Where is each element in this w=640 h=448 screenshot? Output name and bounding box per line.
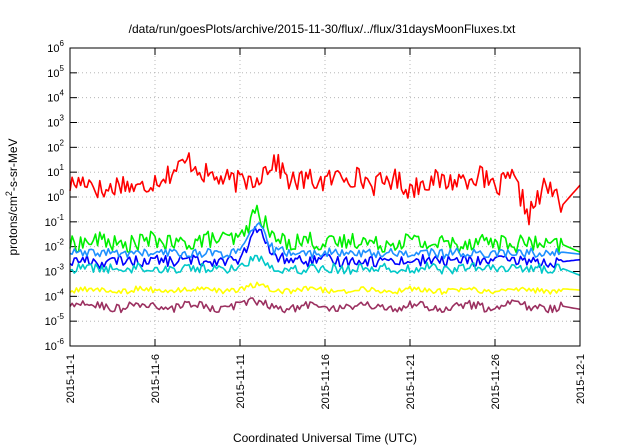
x-axis-label: Coordinated Universal Time (UTC) xyxy=(233,431,417,445)
series-line xyxy=(69,226,581,270)
y-axis-label-post: -s-sr-MeV xyxy=(6,138,20,191)
series-line xyxy=(69,152,581,226)
y-tick-label: 10-5 xyxy=(45,312,65,328)
series-layer xyxy=(69,152,581,314)
x-tick-label: 2015-11-1 xyxy=(65,354,77,403)
y-tick-label: 105 xyxy=(47,64,64,80)
y-tick-label: 10-6 xyxy=(45,337,65,353)
x-tick-label: 2015-11-21 xyxy=(405,354,417,409)
x-tick-label: 2015-11-11 xyxy=(235,354,247,409)
y-axis-label-pre: protons/cm xyxy=(6,196,20,255)
series-line xyxy=(69,254,581,277)
series-line xyxy=(69,297,581,314)
x-tick-label: 2015-11-16 xyxy=(320,354,332,409)
x-tick-label: 2015-12-1 xyxy=(575,354,587,404)
y-tick-label: 100 xyxy=(47,188,64,204)
y-axis-label-sup: 2 xyxy=(4,191,14,196)
plot-frame xyxy=(69,47,581,347)
y-tick-label: 106 xyxy=(47,39,64,55)
y-tick-label: 10-2 xyxy=(45,238,65,254)
y-tick-labels: 10-6 10-5 10-4 10-3 10-2 10-1 100 101 102 103 104 1… xyxy=(45,39,65,353)
y-tick-label: 102 xyxy=(47,138,64,154)
x-tick-label: 2015-11-26 xyxy=(490,354,502,409)
y-tick-label: 104 xyxy=(47,89,64,105)
series-line xyxy=(69,222,581,260)
y-tick-label: 103 xyxy=(47,114,64,130)
x-tick-labels: 2015-11-1 2015-11-6 2015-11-11 2015-11-16 20… xyxy=(65,354,587,409)
series-line xyxy=(69,204,581,254)
y-axis-label: protons/cm2-s-sr-MeV xyxy=(4,138,20,255)
y-tick-label: 101 xyxy=(47,163,64,179)
x-tick-label: 2015-11-6 xyxy=(150,354,162,403)
chart-title: /data/run/goesPlots/archive/2015-11-30/f… xyxy=(129,22,516,36)
y-tick-label: 10-3 xyxy=(45,263,65,279)
series-line xyxy=(69,281,581,296)
grid-layer xyxy=(69,47,581,347)
y-tick-label: 10-1 xyxy=(45,213,65,229)
y-tick-label: 10-4 xyxy=(45,287,65,303)
